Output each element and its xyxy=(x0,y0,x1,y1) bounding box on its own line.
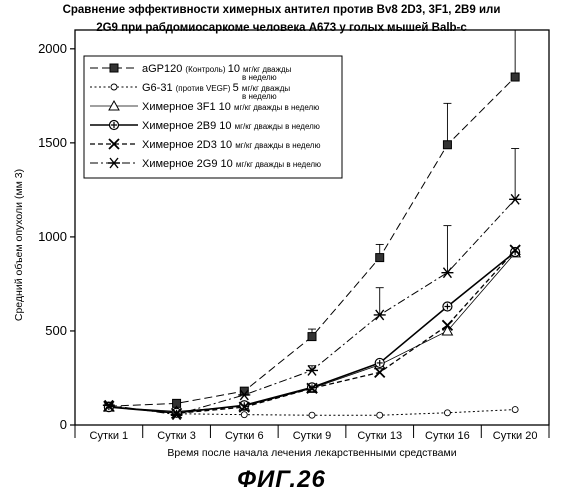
legend-dose: 10 xyxy=(219,120,234,132)
marker-circle xyxy=(444,410,450,416)
marker-circle xyxy=(241,412,247,418)
legend-id: 2G9 xyxy=(197,158,221,170)
y-tick-label: 2000 xyxy=(38,41,67,56)
data-point xyxy=(241,412,247,418)
legend-unit-line2: в неделю xyxy=(242,73,277,82)
legend-dose: 10 xyxy=(220,139,235,151)
marker-circle xyxy=(309,412,315,418)
x-axis-label: Время после начала лечения лекарственным… xyxy=(167,447,456,459)
line-chart: 0 500 1000 1500 2000 Сутки 1 Сутки 3 Сутки 6 Сут… xyxy=(0,0,563,470)
data-point xyxy=(512,407,518,413)
legend-label: Химерное 2G9 10 мг/кг дважды в неделю xyxy=(142,158,321,170)
marker-square xyxy=(308,333,316,341)
data-point xyxy=(376,254,384,262)
y-axis-label: Средний объем опухоли (мм 3) xyxy=(13,169,25,321)
legend-id: 3F1 xyxy=(197,101,219,113)
legend-marker xyxy=(110,64,118,72)
legend-label: Химерное 2D3 10 мг/кг дважды в неделю xyxy=(142,139,320,151)
data-point xyxy=(308,333,316,341)
legend-unit: мг/кг дважды в неделю xyxy=(234,103,319,112)
legend-name: Химерное xyxy=(142,139,197,151)
data-point xyxy=(511,73,519,81)
legend-dose: 10 xyxy=(228,63,243,75)
data-point xyxy=(443,141,451,149)
x-tick-label: Сутки 3 xyxy=(157,430,196,442)
legend-dose: 10 xyxy=(221,158,236,170)
marker-square xyxy=(376,254,384,262)
legend-label: Химерное 2B9 10 мг/кг дважды в неделю xyxy=(142,120,320,132)
legend-label: Химерное 3F1 10 мг/кг дважды в неделю xyxy=(142,101,319,113)
data-point xyxy=(443,302,452,311)
data-point xyxy=(444,410,450,416)
marker-circle xyxy=(377,412,383,418)
x-tick-label: Сутки 13 xyxy=(357,430,402,442)
legend-dose: 5 xyxy=(233,82,242,94)
data-point xyxy=(377,412,383,418)
legend-note: (Контроль) xyxy=(185,65,227,74)
legend-name: Химерное xyxy=(142,158,197,170)
legend-unit: мг/кг дважды в неделю xyxy=(236,160,321,169)
legend-unit-line2: в неделю xyxy=(242,92,277,101)
marker-square xyxy=(110,64,118,72)
legend-name: Химерное xyxy=(142,101,197,113)
y-tick-label: 500 xyxy=(45,323,67,338)
x-tick-label: Сутки 20 xyxy=(493,430,538,442)
legend-id: 2D3 xyxy=(197,139,220,151)
y-tick-label: 1500 xyxy=(38,135,67,150)
legend-id: 2B9 xyxy=(197,120,220,132)
x-tick-label: Сутки 9 xyxy=(293,430,332,442)
x-tick-label: Сутки 6 xyxy=(225,430,264,442)
legend-marker xyxy=(110,121,119,130)
marker-circle xyxy=(111,84,117,90)
data-point xyxy=(375,358,384,367)
legend-name: Химерное xyxy=(142,120,197,132)
y-tick-label: 0 xyxy=(60,417,67,432)
legend-name: G6-31 xyxy=(142,82,176,94)
marker-square xyxy=(511,73,519,81)
legend-dose: 10 xyxy=(219,101,234,113)
y-tick-label: 1000 xyxy=(38,229,67,244)
legend-unit: мг/кг дважды в неделю xyxy=(235,122,320,131)
legend-marker xyxy=(111,84,117,90)
marker-square xyxy=(443,141,451,149)
legend-unit: мг/кг дважды в неделю xyxy=(235,141,320,150)
x-tick-label: Сутки 16 xyxy=(425,430,470,442)
data-point xyxy=(309,412,315,418)
legend-note: (против VEGF) xyxy=(176,84,233,93)
x-tick-label: Сутки 1 xyxy=(90,430,129,442)
marker-circle xyxy=(512,407,518,413)
figure-label: ФИГ.26 xyxy=(0,466,563,494)
series-6 xyxy=(103,149,521,420)
legend-name: aGP120 xyxy=(142,63,185,75)
